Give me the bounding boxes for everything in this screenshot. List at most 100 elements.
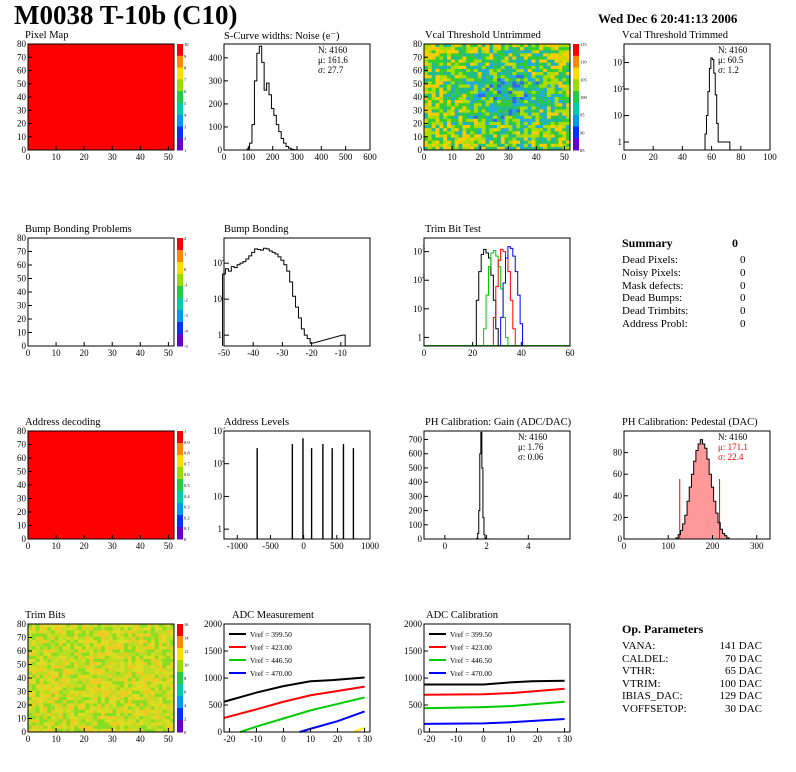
heatmap-cell <box>39 658 44 663</box>
heatmap-cell <box>74 624 79 628</box>
heatmap-cell <box>485 143 490 148</box>
heatmap-cell <box>462 72 467 76</box>
heatmap-cell <box>466 112 471 117</box>
heatmap-cell <box>162 693 167 698</box>
heatmap-cell <box>97 627 102 631</box>
heatmap-cell <box>85 658 90 663</box>
plot-frame <box>223 43 371 151</box>
heatmap-cell <box>543 72 548 76</box>
heatmap-cell <box>539 75 544 79</box>
heatmap-cell <box>531 44 536 48</box>
heatmap-cell <box>558 44 563 48</box>
heatmap-cell <box>85 697 90 701</box>
heatmap-cell <box>470 47 475 51</box>
heatmap-cell <box>77 681 83 685</box>
heatmap-cell <box>81 684 86 688</box>
heatmap-cell <box>108 636 113 641</box>
heatmap-cell <box>28 706 33 711</box>
heatmap-cell <box>562 97 567 101</box>
heatmap-cell <box>28 630 33 634</box>
heatmap-cell <box>424 131 429 135</box>
heatmap-cell <box>70 636 75 641</box>
heatmap-cell <box>531 87 536 92</box>
heatmap-cell <box>147 665 152 669</box>
y-tick-label: 10 <box>213 258 223 268</box>
x-tick-label: 0 <box>26 152 31 160</box>
x-tick-label: 4 <box>526 541 531 551</box>
heatmap-cell <box>35 681 40 685</box>
op-param-label: VANA: <box>622 640 656 652</box>
z-color-bar <box>177 515 183 528</box>
heatmap-cell <box>31 712 36 717</box>
heatmap-cell <box>51 681 56 685</box>
heatmap-cell <box>485 44 490 48</box>
heatmap-cell <box>120 646 125 650</box>
heatmap-cell <box>550 59 555 64</box>
heatmap-cell <box>31 646 36 650</box>
y-tick-label: 80 <box>17 427 27 436</box>
heatmap-cell <box>458 140 463 145</box>
heatmap-cell <box>546 128 552 132</box>
heatmap-cell <box>527 62 532 67</box>
heatmap-cell <box>43 706 48 711</box>
heatmap-cell <box>116 633 121 638</box>
heatmap-cell <box>508 84 513 88</box>
heatmap-cell <box>477 131 482 135</box>
heatmap-cell <box>58 693 63 698</box>
heatmap-cell <box>562 103 567 107</box>
heatmap-cell <box>424 62 429 67</box>
z-color-bar <box>573 91 579 104</box>
heatmap-cell <box>439 121 444 126</box>
heatmap-cell <box>535 103 540 107</box>
heatmap-cell <box>450 112 456 117</box>
heatmap-cell <box>493 118 498 123</box>
heatmap-cell <box>74 697 79 701</box>
heatmap-cell <box>543 121 548 126</box>
heatmap-cell <box>535 146 540 151</box>
y-tick-label: 1 <box>218 524 223 534</box>
heatmap-cell <box>443 143 448 148</box>
heatmap-cell <box>481 140 486 145</box>
heatmap-cell <box>447 59 452 64</box>
heatmap-cell <box>470 56 475 60</box>
heatmap-cell <box>116 697 121 701</box>
heatmap-cell <box>143 728 148 733</box>
heatmap-cell <box>131 706 136 711</box>
heatmap-cell <box>147 668 152 672</box>
heatmap-cell <box>508 137 513 141</box>
heatmap-cell <box>554 137 559 141</box>
heatmap-cell <box>523 128 529 132</box>
heatmap-cell <box>454 121 459 126</box>
heatmap-cell <box>520 106 525 110</box>
heatmap-cell <box>531 68 536 73</box>
heatmap-cell <box>97 630 102 634</box>
heatmap-cell <box>527 103 532 107</box>
heatmap-cell <box>77 706 83 711</box>
heatmap-cell <box>493 140 498 145</box>
heatmap-cell <box>116 658 121 663</box>
heatmap-cell <box>108 697 113 701</box>
z-tick-label: 90 <box>580 130 585 135</box>
heatmap-cell <box>554 143 559 148</box>
heatmap-cell <box>108 693 113 698</box>
heatmap-cell <box>101 639 106 644</box>
heatmap-cell <box>462 134 467 138</box>
heatmap-cell <box>535 128 540 132</box>
heatmap-cell <box>66 712 71 717</box>
heatmap-cell <box>43 712 48 717</box>
heatmap-cell <box>101 630 106 634</box>
heatmap-cell <box>51 624 56 628</box>
heatmap-cell <box>28 674 33 679</box>
heatmap-cell <box>535 131 540 135</box>
heatmap-cell <box>112 630 117 634</box>
heatmap-cell <box>481 131 486 135</box>
heatmap-cell <box>489 47 494 51</box>
heatmap-cell <box>558 131 563 135</box>
heatmap-cell <box>108 652 113 657</box>
heatmap-cell <box>85 636 90 641</box>
heatmap-cell <box>35 709 40 714</box>
heatmap-cell <box>558 128 563 132</box>
heatmap-cell <box>81 636 86 641</box>
heatmap-cell <box>116 662 121 666</box>
